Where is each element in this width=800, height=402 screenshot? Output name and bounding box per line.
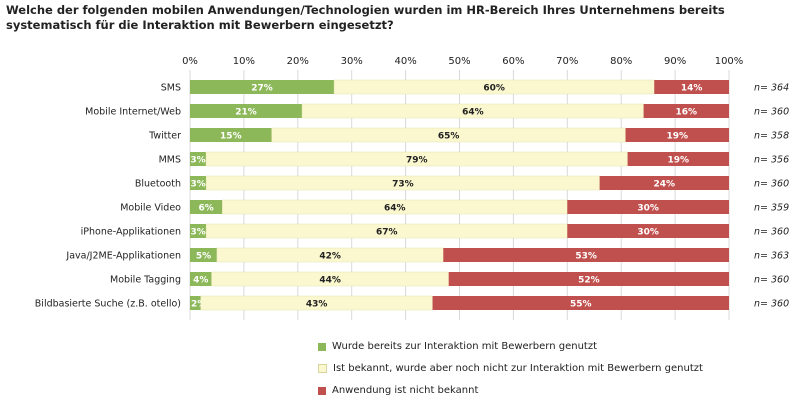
legend-swatch-unknown bbox=[318, 386, 326, 395]
bar-segment bbox=[625, 128, 729, 142]
n-label: n= 360 bbox=[754, 107, 789, 118]
bar-segment bbox=[190, 224, 207, 238]
data-label: 52% bbox=[578, 276, 600, 286]
bar-segment bbox=[190, 296, 201, 310]
data-label: 53% bbox=[575, 252, 597, 262]
x-tick-label: 60% bbox=[502, 56, 524, 67]
data-label: 64% bbox=[384, 204, 406, 214]
data-label: 42% bbox=[319, 252, 341, 262]
category-label: SMS bbox=[161, 83, 181, 94]
legend-item-used: Wurde bereits zur Interaktion mit Bewerb… bbox=[318, 341, 597, 352]
category-label: Mobile Internet/Web bbox=[85, 107, 181, 118]
data-label: 19% bbox=[668, 156, 690, 166]
n-label: n= 363 bbox=[754, 251, 789, 262]
data-label: 3% bbox=[190, 156, 205, 166]
data-label: 3% bbox=[190, 228, 205, 238]
data-label: 30% bbox=[637, 204, 659, 214]
data-label: 73% bbox=[392, 180, 414, 190]
bar-segment bbox=[599, 176, 729, 190]
data-label: 60% bbox=[483, 84, 505, 94]
data-label: 43% bbox=[306, 300, 328, 310]
data-label: 21% bbox=[235, 108, 257, 118]
data-label: 27% bbox=[251, 84, 273, 94]
legend-swatch-used bbox=[318, 342, 326, 351]
data-label: 4% bbox=[193, 276, 208, 286]
legend-label-known: Ist bekannt, wurde aber noch nicht zur I… bbox=[333, 363, 703, 374]
bar-segment bbox=[190, 176, 207, 190]
category-label: iPhone-Applikationen bbox=[81, 227, 181, 238]
x-tick-label: 0% bbox=[182, 56, 198, 67]
category-label: Twitter bbox=[148, 131, 181, 142]
n-label: n= 356 bbox=[754, 155, 789, 166]
category-label: Java/J2ME-Applikationen bbox=[65, 251, 181, 262]
data-label: 2% bbox=[191, 300, 206, 310]
data-label: 64% bbox=[462, 108, 484, 118]
bar-segment bbox=[190, 152, 207, 166]
category-label: Mobile Video bbox=[120, 203, 181, 214]
bar-segment bbox=[190, 80, 335, 94]
data-label: 3% bbox=[190, 180, 205, 190]
n-label: n= 359 bbox=[754, 203, 789, 214]
legend-swatch-known bbox=[318, 364, 327, 373]
category-label: Bluetooth bbox=[135, 179, 181, 190]
x-tick-label: 30% bbox=[341, 56, 363, 67]
data-label: 19% bbox=[667, 132, 689, 142]
bar-segment bbox=[654, 80, 729, 94]
legend-label-unknown: Anwendung ist nicht bekannt bbox=[332, 385, 479, 396]
n-label: n= 360 bbox=[754, 227, 789, 238]
n-label: n= 360 bbox=[754, 179, 789, 190]
n-label: n= 360 bbox=[754, 299, 789, 310]
data-label: 44% bbox=[319, 276, 341, 286]
x-tick-label: 10% bbox=[233, 56, 255, 67]
n-label: n= 364 bbox=[754, 83, 789, 94]
bar-segment bbox=[567, 200, 729, 214]
bar-segment bbox=[190, 128, 272, 142]
bar-segment bbox=[448, 272, 729, 286]
n-label: n= 360 bbox=[754, 275, 789, 286]
category-label: MMS bbox=[159, 155, 181, 166]
legend-label-used: Wurde bereits zur Interaktion mit Bewerb… bbox=[332, 341, 598, 352]
x-tick-label: 50% bbox=[448, 56, 470, 67]
bar-segment bbox=[190, 200, 223, 214]
legend-item-unknown: Anwendung ist nicht bekannt bbox=[318, 385, 478, 396]
x-tick-label: 90% bbox=[664, 56, 686, 67]
chart-title: Welche der folgenden mobilen Anwendungen… bbox=[6, 3, 725, 32]
legend-item-known: Ist bekannt, wurde aber noch nicht zur I… bbox=[318, 363, 703, 374]
data-label: 65% bbox=[438, 132, 460, 142]
x-tick-label: 80% bbox=[610, 56, 632, 67]
data-label: 67% bbox=[376, 228, 398, 238]
data-label: 24% bbox=[654, 180, 676, 190]
bar-segment bbox=[643, 104, 729, 118]
n-label: n= 358 bbox=[754, 131, 789, 142]
bar-segment bbox=[190, 272, 212, 286]
x-tick-label: 70% bbox=[556, 56, 578, 67]
x-tick-label: 20% bbox=[287, 56, 309, 67]
bar-segment bbox=[190, 104, 303, 118]
bar-segment bbox=[432, 296, 729, 310]
data-label: 15% bbox=[220, 132, 242, 142]
category-label: Mobile Tagging bbox=[110, 275, 181, 286]
x-tick-label: 40% bbox=[394, 56, 416, 67]
data-label: 6% bbox=[199, 204, 214, 214]
x-tick-label: 100% bbox=[715, 56, 744, 67]
data-label: 14% bbox=[681, 84, 703, 94]
bar-segment bbox=[190, 248, 217, 262]
data-label: 79% bbox=[406, 156, 428, 166]
data-label: 30% bbox=[637, 228, 659, 238]
bar-segment bbox=[627, 152, 729, 166]
data-label: 5% bbox=[196, 252, 211, 262]
data-label: 16% bbox=[676, 108, 698, 118]
bar-segment bbox=[443, 248, 729, 262]
data-label: 55% bbox=[570, 300, 592, 310]
bar-segment bbox=[567, 224, 729, 238]
category-label: Bildbasierte Suche (z.B. otello) bbox=[35, 299, 181, 310]
